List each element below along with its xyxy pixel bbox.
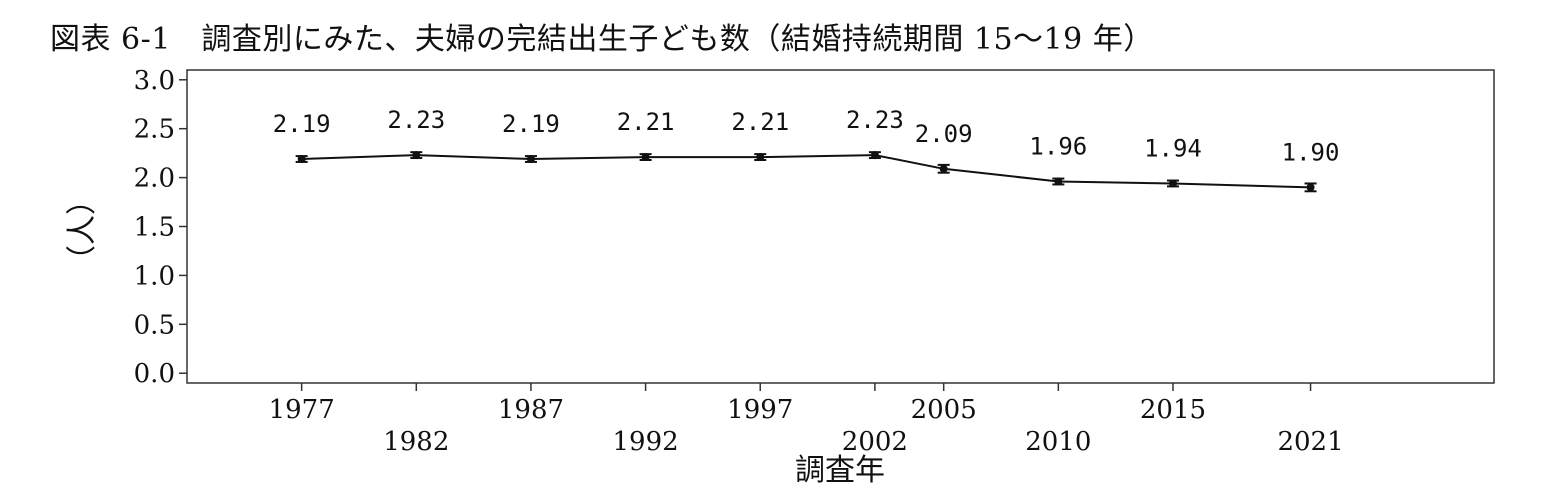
data-point (297, 155, 306, 164)
data-point (1054, 177, 1063, 186)
y-tick-label: 0.5 (134, 310, 175, 340)
y-tick-label: 2.0 (134, 164, 175, 194)
data-label: 1.94 (1144, 134, 1202, 162)
data-point (939, 164, 948, 173)
data-point (641, 153, 650, 162)
y-tick-label: 1.0 (134, 261, 175, 291)
x-tick-label: 1997 (727, 395, 793, 425)
plot-frame (186, 69, 1495, 384)
data-point (1306, 183, 1315, 192)
data-label: 2.21 (617, 108, 675, 136)
data-point (1168, 179, 1177, 188)
data-label: 2.21 (731, 108, 789, 136)
y-axis: 0.0 0.5 1.0 1.5 2.0 2.5 3.0 (134, 66, 187, 389)
x-tick-label: 1982 (383, 427, 449, 457)
y-axis-title: （人） (65, 185, 100, 275)
data-labels: 2.19 2.23 2.19 2.21 2.21 2.23 2.09 1.96 1.94 1.90 (273, 106, 1340, 166)
series-path (301, 154, 1311, 189)
data-label: 2.23 (387, 106, 445, 134)
data-label: 1.96 (1029, 133, 1087, 161)
y-tick-label: 1.5 (134, 213, 175, 243)
y-tick-label: 3.0 (134, 66, 175, 96)
x-tick-label: 2010 (1025, 427, 1091, 457)
data-label: 2.19 (273, 110, 331, 138)
x-tick-label: 1977 (269, 395, 335, 425)
x-tick-label: 1987 (498, 395, 564, 425)
data-point (526, 155, 535, 164)
x-tick-label: 2021 (1277, 427, 1343, 457)
data-point (412, 151, 421, 160)
x-tick-label: 1992 (613, 427, 679, 457)
data-label: 2.19 (502, 110, 560, 138)
x-tick-label: 2002 (842, 427, 908, 457)
x-axis-title: 調査年 (795, 453, 885, 488)
data-point (756, 153, 765, 162)
x-tick-label: 2005 (911, 395, 977, 425)
data-label: 2.09 (915, 120, 973, 148)
data-point (870, 151, 879, 160)
y-tick-label: 2.5 (134, 115, 175, 145)
x-tick-label: 2015 (1140, 395, 1206, 425)
data-label: 2.23 (846, 106, 904, 134)
y-tick-label: 0.0 (134, 359, 175, 389)
series-line (295, 151, 1317, 193)
data-label: 1.90 (1282, 138, 1340, 166)
chart-title: 図表 6-1 調査別にみた、夫婦の完結出生子ども数（結婚持続期間 15〜19 年… (50, 22, 1154, 57)
